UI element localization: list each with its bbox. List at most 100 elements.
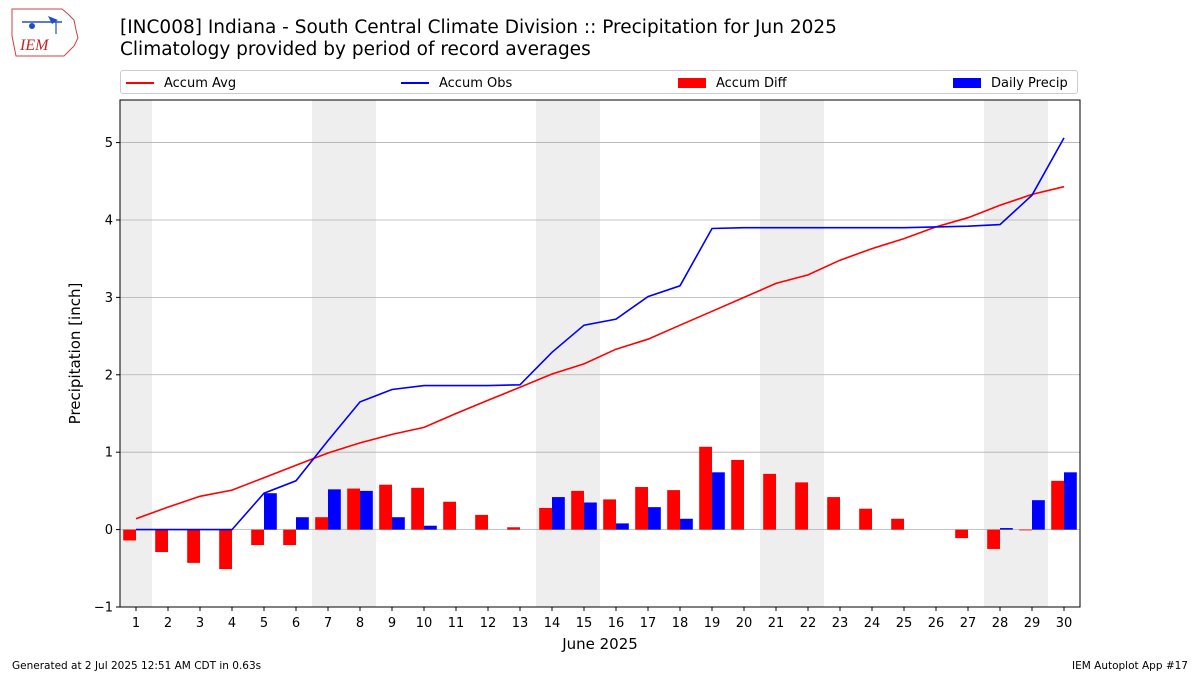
x-tick-label: 6: [292, 616, 300, 631]
bar-accum-diff: [795, 482, 808, 530]
bar-accum-diff: [891, 518, 904, 530]
y-tick-label: 2: [105, 368, 113, 383]
x-tick-label: 15: [576, 616, 593, 631]
bar-daily-precip: [552, 497, 565, 530]
legend-swatch-accum-avg: [126, 82, 154, 84]
x-tick-label: 27: [960, 616, 977, 631]
bar-accum-diff: [635, 487, 648, 530]
bar-daily-precip: [680, 518, 693, 530]
line-accum-avg: [135, 185, 1065, 520]
x-tick-label: 28: [992, 616, 1009, 631]
bar-accum-diff: [699, 446, 712, 530]
bar-daily-precip: [360, 490, 373, 530]
plot-frame: [119, 99, 1081, 608]
x-tick-label: 3: [196, 616, 204, 631]
legend-item-daily-precip: Daily Precip: [953, 74, 1068, 92]
svg-text:IEM: IEM: [19, 37, 50, 54]
weekend-shade: [312, 100, 344, 607]
weekend-shade: [760, 100, 792, 607]
x-tick-label: 10: [416, 616, 433, 631]
bar-accum-diff: [987, 529, 1000, 549]
bar-accum-diff: [347, 488, 360, 530]
weekend-shade: [984, 100, 1016, 607]
x-tick-label: 1: [132, 616, 140, 631]
bar-accum-diff: [571, 490, 584, 530]
legend-swatch-accum-diff: [678, 78, 706, 88]
x-tick-label: 21: [768, 616, 785, 631]
weekend-shade: [344, 100, 376, 607]
y-tick-label: 3: [105, 291, 113, 306]
bar-daily-precip: [328, 489, 341, 530]
bar-accum-diff: [475, 514, 488, 530]
legend-item-accum-avg: Accum Avg: [126, 74, 236, 92]
legend-swatch-daily-precip: [953, 78, 981, 88]
bar-daily-precip: [1064, 472, 1077, 530]
bar-accum-diff: [219, 529, 232, 570]
bar-accum-diff: [955, 529, 968, 539]
bar-accum-diff: [283, 529, 296, 546]
bar-accum-diff: [187, 529, 200, 563]
x-tick-label: 18: [672, 616, 689, 631]
x-tick-label: 12: [480, 616, 497, 631]
x-tick-label: 13: [512, 616, 529, 631]
y-tick-label: 1: [105, 446, 113, 461]
bar-accum-diff: [315, 517, 328, 530]
weekend-shade: [536, 100, 568, 607]
legend-label-accum-avg: Accum Avg: [164, 75, 237, 91]
bar-daily-precip: [392, 517, 405, 530]
bar-daily-precip: [648, 507, 661, 530]
bar-daily-precip: [296, 517, 309, 530]
chart-title: [INC008] Indiana - South Central Climate…: [120, 17, 837, 38]
generated-timestamp: Generated at 2 Jul 2025 12:51 AM CDT in …: [12, 660, 262, 672]
bar-accum-diff: [667, 490, 680, 530]
legend-swatch-accum-obs: [401, 82, 429, 84]
x-tick-label: 29: [1024, 616, 1041, 631]
legend-label-accum-obs: Accum Obs: [439, 75, 513, 91]
bar-daily-precip: [616, 523, 629, 530]
x-tick-label: 20: [736, 616, 753, 631]
x-tick-label: 17: [640, 616, 657, 631]
bar-daily-precip: [424, 525, 437, 530]
bar-accum-diff: [507, 527, 520, 530]
x-tick-label: 16: [608, 616, 625, 631]
x-tick-label: 7: [324, 616, 332, 631]
bar-daily-precip: [264, 493, 277, 530]
x-tick-label: 11: [448, 616, 465, 631]
legend-label-accum-diff: Accum Diff: [716, 75, 787, 91]
bar-accum-diff: [411, 487, 424, 530]
bar-accum-diff: [251, 529, 264, 546]
x-tick-label: 5: [260, 616, 268, 631]
bar-accum-diff: [539, 507, 552, 530]
x-tick-label: 24: [864, 616, 881, 631]
bar-accum-diff: [1019, 529, 1032, 531]
legend-item-accum-diff: Accum Diff: [678, 74, 787, 92]
x-axis-label: June 2025: [561, 635, 638, 653]
iem-logo: IEM: [11, 8, 79, 57]
chart-subtitle: Climatology provided by period of record…: [120, 39, 591, 60]
x-tick-label: 9: [388, 616, 396, 631]
x-tick-label: 30: [1056, 616, 1073, 631]
legend-label-daily-precip: Daily Precip: [991, 75, 1068, 91]
bar-daily-precip: [1000, 528, 1013, 530]
bar-accum-diff: [1051, 480, 1064, 530]
x-tick-label: 23: [832, 616, 849, 631]
x-tick-label: 8: [356, 616, 364, 631]
app-credit: IEM Autoplot App #17: [1072, 660, 1188, 672]
bar-accum-diff: [123, 529, 136, 541]
weekend-shade: [568, 100, 600, 607]
bar-accum-diff: [731, 459, 744, 530]
x-tick-label: 19: [704, 616, 721, 631]
legend: Accum Avg Accum Obs Accum Diff Daily Pre…: [120, 70, 1078, 94]
bar-accum-diff: [155, 529, 168, 553]
bar-accum-diff: [859, 508, 872, 530]
y-tick-label: 0: [105, 523, 113, 538]
x-tick-label: 14: [544, 616, 561, 631]
x-tick-label: 4: [228, 616, 236, 631]
x-tick-label: 25: [896, 616, 913, 631]
x-tick-label: 22: [800, 616, 817, 631]
line-accum-obs: [136, 137, 1065, 531]
y-axis-label: Precipitation [inch]: [66, 283, 84, 425]
bar-accum-diff: [443, 501, 456, 530]
legend-item-accum-obs: Accum Obs: [401, 74, 512, 92]
